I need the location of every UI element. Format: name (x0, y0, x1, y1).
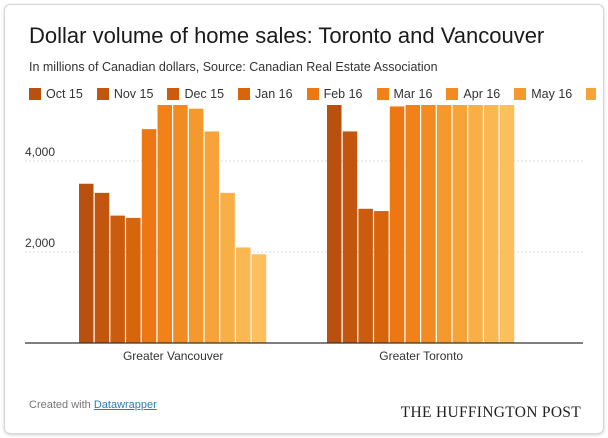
legend-swatch (376, 88, 389, 100)
y-tick-label: 4,000 (25, 145, 55, 159)
legend-label: Nov 15 (113, 87, 154, 101)
bar (405, 105, 420, 343)
legend-swatch (29, 88, 41, 100)
bar (251, 254, 267, 343)
bar (468, 105, 483, 343)
datawrapper-link[interactable]: Datawrapper (93, 399, 157, 411)
bar (389, 106, 405, 344)
legend-item: Nov 15 (96, 85, 154, 103)
x-category-label: Greater Vancouver (123, 349, 224, 363)
created-with-label: Created with (29, 399, 91, 411)
bar (141, 129, 157, 343)
footer-credit: Created with Datawrapper (29, 399, 157, 411)
bar (484, 105, 499, 344)
legend-swatch (514, 88, 527, 100)
bar (110, 215, 125, 343)
legend-label: Feb 16 (323, 87, 363, 101)
legend-swatch (586, 88, 596, 100)
bar (452, 105, 468, 343)
bar (342, 131, 358, 343)
brand-logo: THE HUFFINGTON POST (400, 404, 581, 421)
bar (421, 105, 436, 343)
chart-legend: Oct 15 Nov 15 Dec 15 Jan 16 Feb 16 Mar 16 Apr … (29, 85, 596, 103)
bar (204, 131, 220, 343)
legend-item: Dec 15 (167, 85, 224, 103)
chart-card: Dollar volume of home sales: Toronto and… (4, 4, 604, 434)
legend-label: May 16 (531, 87, 573, 101)
legend-label: Jan 16 (255, 87, 293, 101)
y-tick-label: 2,000 (25, 236, 55, 250)
legend-swatch (306, 88, 319, 100)
legend-swatch (238, 88, 251, 100)
bar (499, 105, 515, 344)
bar (94, 192, 110, 343)
legend-swatch (446, 88, 459, 100)
bar (374, 211, 389, 343)
bar (327, 105, 342, 343)
legend-item: Jun 16 (586, 85, 596, 103)
bar (157, 105, 172, 343)
bar (358, 208, 373, 343)
bar (173, 105, 188, 343)
bar (79, 183, 94, 343)
bar (220, 192, 235, 343)
legend-swatch (167, 88, 180, 100)
x-category-label: Greater Toronto (379, 349, 463, 363)
legend-item: Feb 16 (306, 85, 363, 103)
legend-item: Jan 16 (238, 85, 293, 103)
bar (188, 108, 204, 343)
bar (236, 247, 251, 343)
legend-label: Mar 16 (393, 87, 433, 101)
legend-item: May 16 (514, 85, 572, 103)
chart-title: Dollar volume of home sales: Toronto and… (29, 23, 545, 48)
legend-item: Oct 15 (29, 85, 83, 103)
chart-subtitle: In millions of Canadian dollars, Source:… (29, 60, 438, 74)
legend-swatch (96, 88, 109, 100)
legend-label: Oct 15 (46, 87, 83, 101)
legend-label: Apr 16 (463, 87, 501, 101)
bar (126, 217, 141, 343)
legend-item: Apr 16 (446, 85, 500, 103)
legend-item: Mar 16 (376, 85, 433, 103)
bar (436, 105, 452, 343)
legend-label: Dec 15 (184, 87, 225, 101)
